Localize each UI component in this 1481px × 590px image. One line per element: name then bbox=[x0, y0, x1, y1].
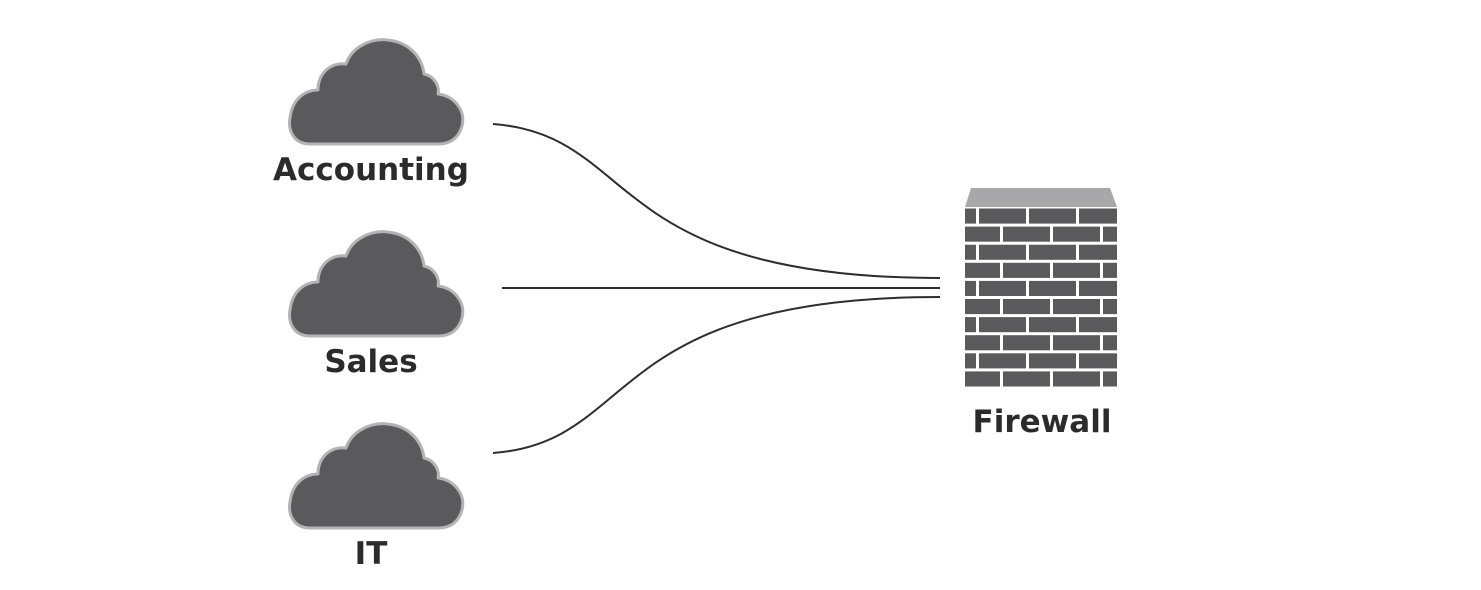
brick bbox=[1079, 280, 1117, 296]
brick-wall-icon bbox=[965, 188, 1117, 388]
cloud-icon bbox=[288, 230, 465, 338]
connectors bbox=[492, 123, 941, 454]
brick bbox=[979, 280, 1026, 296]
brick bbox=[965, 353, 976, 369]
brick bbox=[1079, 317, 1117, 333]
brick bbox=[965, 317, 976, 333]
brick bbox=[1053, 226, 1100, 242]
connector-it-firewall bbox=[492, 296, 941, 454]
brick bbox=[1079, 353, 1117, 369]
node-accounting-label: Accounting bbox=[273, 152, 469, 188]
node-it-label: IT bbox=[355, 536, 388, 572]
brick bbox=[1103, 226, 1117, 242]
brick bbox=[1029, 317, 1076, 333]
brick bbox=[979, 208, 1026, 224]
brick bbox=[1079, 208, 1117, 224]
node-sales: Sales bbox=[288, 230, 465, 380]
brick bbox=[1029, 280, 1076, 296]
brick bbox=[1053, 299, 1100, 315]
brick bbox=[1053, 335, 1100, 351]
cloud-icon bbox=[288, 422, 465, 530]
brick bbox=[965, 244, 976, 260]
brick bbox=[1029, 208, 1076, 224]
brick bbox=[965, 226, 1000, 242]
brick bbox=[1103, 335, 1117, 351]
brick bbox=[1103, 262, 1117, 278]
brick bbox=[1053, 371, 1100, 387]
brick bbox=[1003, 262, 1050, 278]
brick bbox=[1103, 371, 1117, 387]
brick bbox=[1003, 226, 1050, 242]
brick bbox=[965, 208, 976, 224]
brick bbox=[1029, 244, 1076, 260]
brick bbox=[965, 335, 1000, 351]
node-firewall: Firewall bbox=[965, 188, 1117, 440]
brick bbox=[1053, 262, 1100, 278]
node-sales-label: Sales bbox=[324, 344, 417, 380]
brick bbox=[979, 244, 1026, 260]
connector-accounting-firewall bbox=[492, 123, 941, 279]
brick bbox=[965, 280, 976, 296]
brick bbox=[965, 299, 1000, 315]
brick bbox=[965, 262, 1000, 278]
brick bbox=[1103, 299, 1117, 315]
brick bbox=[1079, 244, 1117, 260]
brick bbox=[1003, 371, 1050, 387]
node-firewall-label: Firewall bbox=[973, 404, 1112, 440]
brick bbox=[979, 317, 1026, 333]
brick bbox=[979, 353, 1026, 369]
brick bbox=[1029, 353, 1076, 369]
node-accounting: Accounting bbox=[273, 38, 469, 188]
brick bbox=[1003, 335, 1050, 351]
cloud-icon bbox=[288, 38, 465, 146]
node-it: IT bbox=[288, 422, 465, 572]
brick bbox=[965, 371, 1000, 387]
brick bbox=[1003, 299, 1050, 315]
